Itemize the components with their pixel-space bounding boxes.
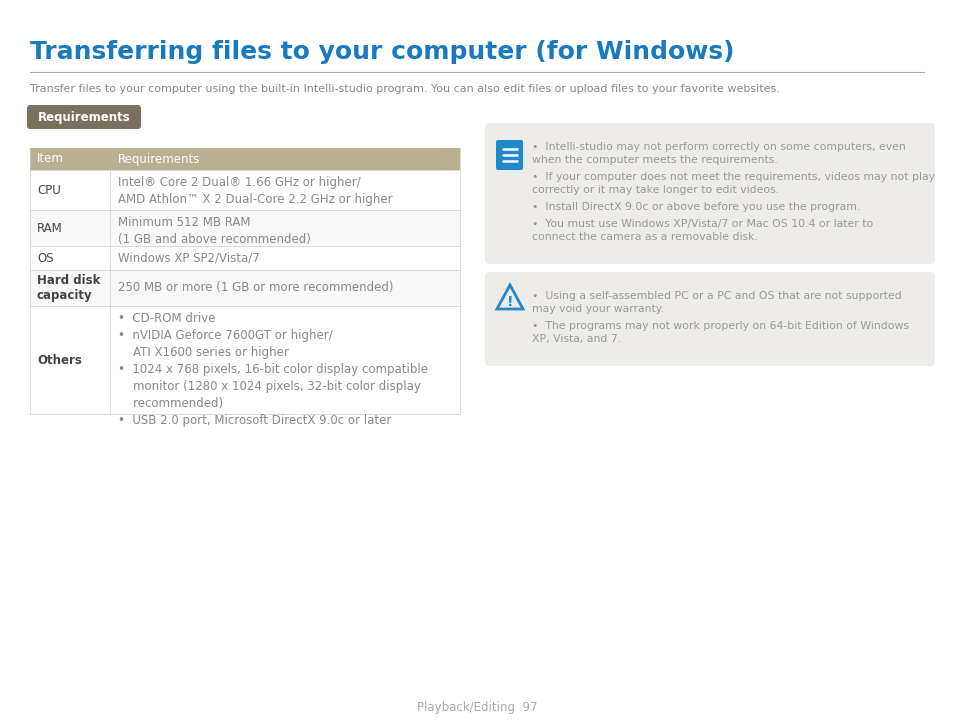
Text: •  CD-ROM drive
•  nVIDIA Geforce 7600GT or higher/
    ATI X1600 series or high: • CD-ROM drive • nVIDIA Geforce 7600GT o…: [118, 312, 428, 427]
Text: •  You must use Windows XP/Vista/7 or Mac OS 10.4 or later to
connect the camera: • You must use Windows XP/Vista/7 or Mac…: [532, 219, 872, 242]
Text: Transferring files to your computer (for Windows): Transferring files to your computer (for…: [30, 40, 734, 64]
Text: Windows XP SP2/Vista/7: Windows XP SP2/Vista/7: [118, 251, 259, 264]
Text: Others: Others: [37, 354, 82, 366]
FancyBboxPatch shape: [484, 272, 934, 366]
Text: •  Using a self-assembled PC or a PC and OS that are not supported
may void your: • Using a self-assembled PC or a PC and …: [532, 291, 901, 314]
Bar: [30, 210, 459, 246]
Text: OS: OS: [37, 251, 53, 264]
Text: Requirements: Requirements: [37, 110, 131, 124]
Bar: [30, 270, 459, 306]
Text: !: !: [506, 295, 513, 309]
Text: •  If your computer does not meet the requirements, videos may not play
correctl: • If your computer does not meet the req…: [532, 172, 934, 195]
Text: •  Intelli-studio may not perform correctly on some computers, even
when the com: • Intelli-studio may not perform correct…: [532, 142, 904, 165]
Text: Requirements: Requirements: [118, 153, 200, 166]
Text: Item: Item: [37, 153, 64, 166]
Text: 250 MB or more (1 GB or more recommended): 250 MB or more (1 GB or more recommended…: [118, 282, 393, 294]
Text: Minimum 512 MB RAM
(1 GB and above recommended): Minimum 512 MB RAM (1 GB and above recom…: [118, 216, 311, 246]
Text: •  The programs may not work properly on 64-bit Edition of Windows
XP, Vista, an: • The programs may not work properly on …: [532, 321, 908, 344]
Bar: [30, 170, 459, 210]
FancyBboxPatch shape: [27, 105, 141, 129]
Text: CPU: CPU: [37, 184, 61, 197]
Text: •  Install DirectX 9.0c or above before you use the program.: • Install DirectX 9.0c or above before y…: [532, 202, 860, 212]
Text: Transfer files to your computer using the built-in Intelli-studio program. You c: Transfer files to your computer using th…: [30, 84, 779, 94]
Text: Playback/Editing  97: Playback/Editing 97: [416, 701, 537, 714]
FancyBboxPatch shape: [484, 123, 934, 264]
Bar: [30, 148, 459, 170]
Bar: [30, 306, 459, 414]
Bar: [30, 246, 459, 270]
Text: Intel® Core 2 Dual® 1.66 GHz or higher/
AMD Athlon™ X 2 Dual-Core 2.2 GHz or hig: Intel® Core 2 Dual® 1.66 GHz or higher/ …: [118, 176, 393, 206]
Text: RAM: RAM: [37, 222, 63, 235]
FancyBboxPatch shape: [496, 140, 522, 170]
Text: Hard disk
capacity: Hard disk capacity: [37, 274, 100, 302]
